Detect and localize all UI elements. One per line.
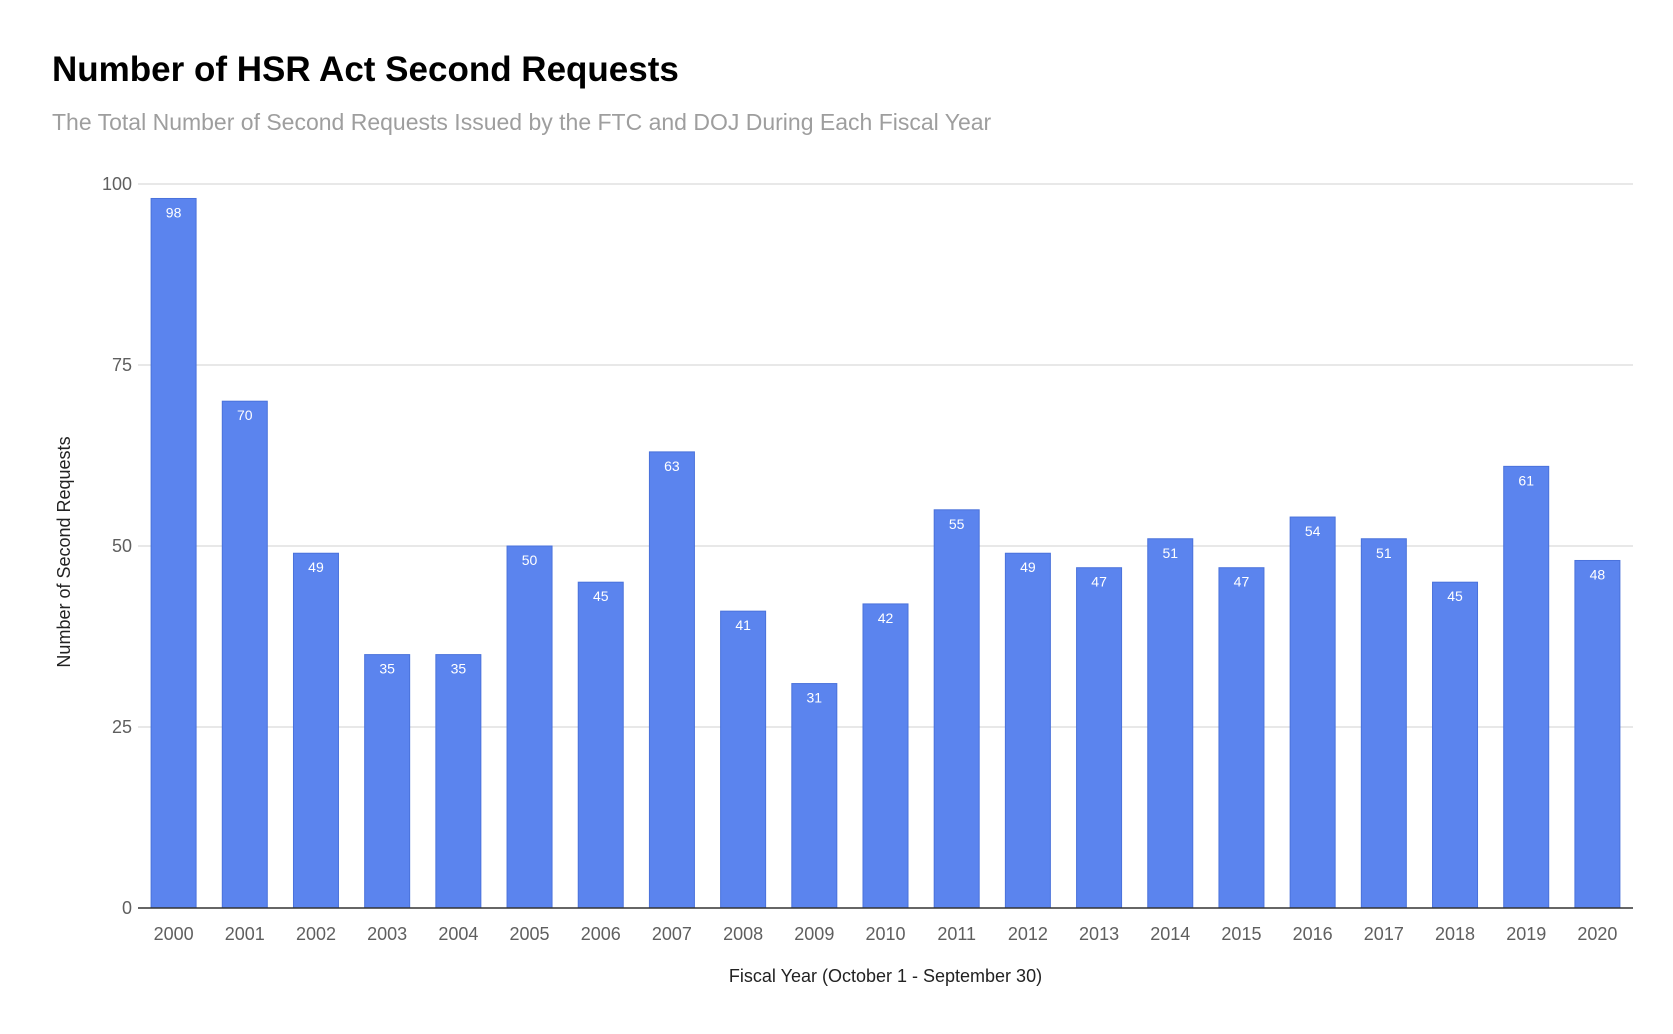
- bar-2014: [1147, 538, 1194, 909]
- x-tick-label-2016: 2016: [1293, 924, 1333, 944]
- x-axis-title: Fiscal Year (October 1 - September 30): [729, 966, 1042, 986]
- data-label-2000: 98: [166, 204, 182, 220]
- bar-2001: [221, 400, 268, 909]
- bar-2015: [1218, 567, 1265, 909]
- data-label-2003: 35: [379, 661, 395, 677]
- y-tick-label: 50: [112, 536, 132, 556]
- x-tick-label-2005: 2005: [510, 924, 550, 944]
- bar-2003: [364, 654, 411, 909]
- bar-2004: [435, 654, 482, 909]
- x-tick-label-2018: 2018: [1435, 924, 1475, 944]
- x-tick-label-2004: 2004: [438, 924, 478, 944]
- bars: [150, 197, 1621, 909]
- data-label-2002: 49: [308, 559, 324, 575]
- data-label-2019: 61: [1518, 472, 1534, 488]
- data-label-2016: 54: [1305, 523, 1321, 539]
- x-tick-label-2003: 2003: [367, 924, 407, 944]
- bar-2011: [933, 509, 980, 909]
- y-tick-label: 75: [112, 355, 132, 375]
- x-tick-label-2009: 2009: [794, 924, 834, 944]
- data-label-2007: 63: [664, 458, 680, 474]
- bar-2012: [1004, 552, 1051, 909]
- y-tick-label: 100: [102, 174, 132, 194]
- x-tick-label-2019: 2019: [1506, 924, 1546, 944]
- bar-2013: [1076, 567, 1123, 909]
- x-tick-label-2012: 2012: [1008, 924, 1048, 944]
- y-axis-title: Number of Second Requests: [54, 436, 74, 667]
- data-label-2012: 49: [1020, 559, 1036, 575]
- x-tick-label-2008: 2008: [723, 924, 763, 944]
- bar-2002: [292, 552, 339, 909]
- x-tick-label-2002: 2002: [296, 924, 336, 944]
- data-label-2004: 35: [451, 661, 467, 677]
- y-tick-label: 0: [122, 898, 132, 918]
- bar-2020: [1574, 559, 1621, 909]
- x-tick-label-2011: 2011: [937, 924, 976, 944]
- x-tick-label-2007: 2007: [652, 924, 692, 944]
- bar-2006: [577, 581, 624, 909]
- x-axis-ticks: 2000 2001 2002 2003 2004 2005 2006 2007 2008 2009…: [154, 924, 1618, 944]
- bar-2000: [150, 197, 197, 909]
- data-label-2020: 48: [1590, 566, 1606, 582]
- x-tick-label-2000: 2000: [154, 924, 194, 944]
- data-label-2011: 55: [949, 516, 965, 532]
- bar-2009: [791, 683, 838, 909]
- bar-2019: [1503, 465, 1550, 909]
- data-label-2001: 70: [237, 407, 253, 423]
- x-tick-label-2014: 2014: [1150, 924, 1190, 944]
- data-label-2015: 47: [1234, 574, 1250, 590]
- data-label-2009: 31: [807, 690, 823, 706]
- bar-2008: [720, 610, 767, 909]
- y-axis-ticks: 0 25 50 75 100: [102, 174, 132, 918]
- bar-2017: [1360, 538, 1407, 909]
- chart-subtitle: The Total Number of Second Requests Issu…: [52, 109, 992, 135]
- bar-2010: [862, 603, 909, 909]
- x-tick-label-2017: 2017: [1364, 924, 1404, 944]
- bar-2018: [1432, 581, 1479, 909]
- x-tick-label-2006: 2006: [581, 924, 621, 944]
- data-label-2013: 47: [1091, 574, 1107, 590]
- y-tick-label: 25: [112, 717, 132, 737]
- data-label-2008: 41: [735, 617, 751, 633]
- data-label-2006: 45: [593, 588, 609, 604]
- x-tick-label-2020: 2020: [1577, 924, 1617, 944]
- data-label-2014: 51: [1162, 545, 1178, 561]
- data-label-2005: 50: [522, 552, 538, 568]
- x-tick-label-2010: 2010: [865, 924, 905, 944]
- x-tick-label-2015: 2015: [1221, 924, 1261, 944]
- data-label-2017: 51: [1376, 545, 1392, 561]
- data-labels: 98 70 49 35 35 50 45 63 41 31 42 55 49 47 51 47 54 51 45 61…: [166, 204, 1606, 705]
- x-tick-label-2001: 2001: [225, 924, 265, 944]
- chart-title: Number of HSR Act Second Requests: [52, 50, 679, 89]
- bar-2005: [506, 545, 553, 909]
- data-label-2010: 42: [878, 610, 894, 626]
- x-tick-label-2013: 2013: [1079, 924, 1119, 944]
- data-label-2018: 45: [1447, 588, 1463, 604]
- bar-2016: [1289, 516, 1336, 909]
- bar-2007: [648, 451, 695, 909]
